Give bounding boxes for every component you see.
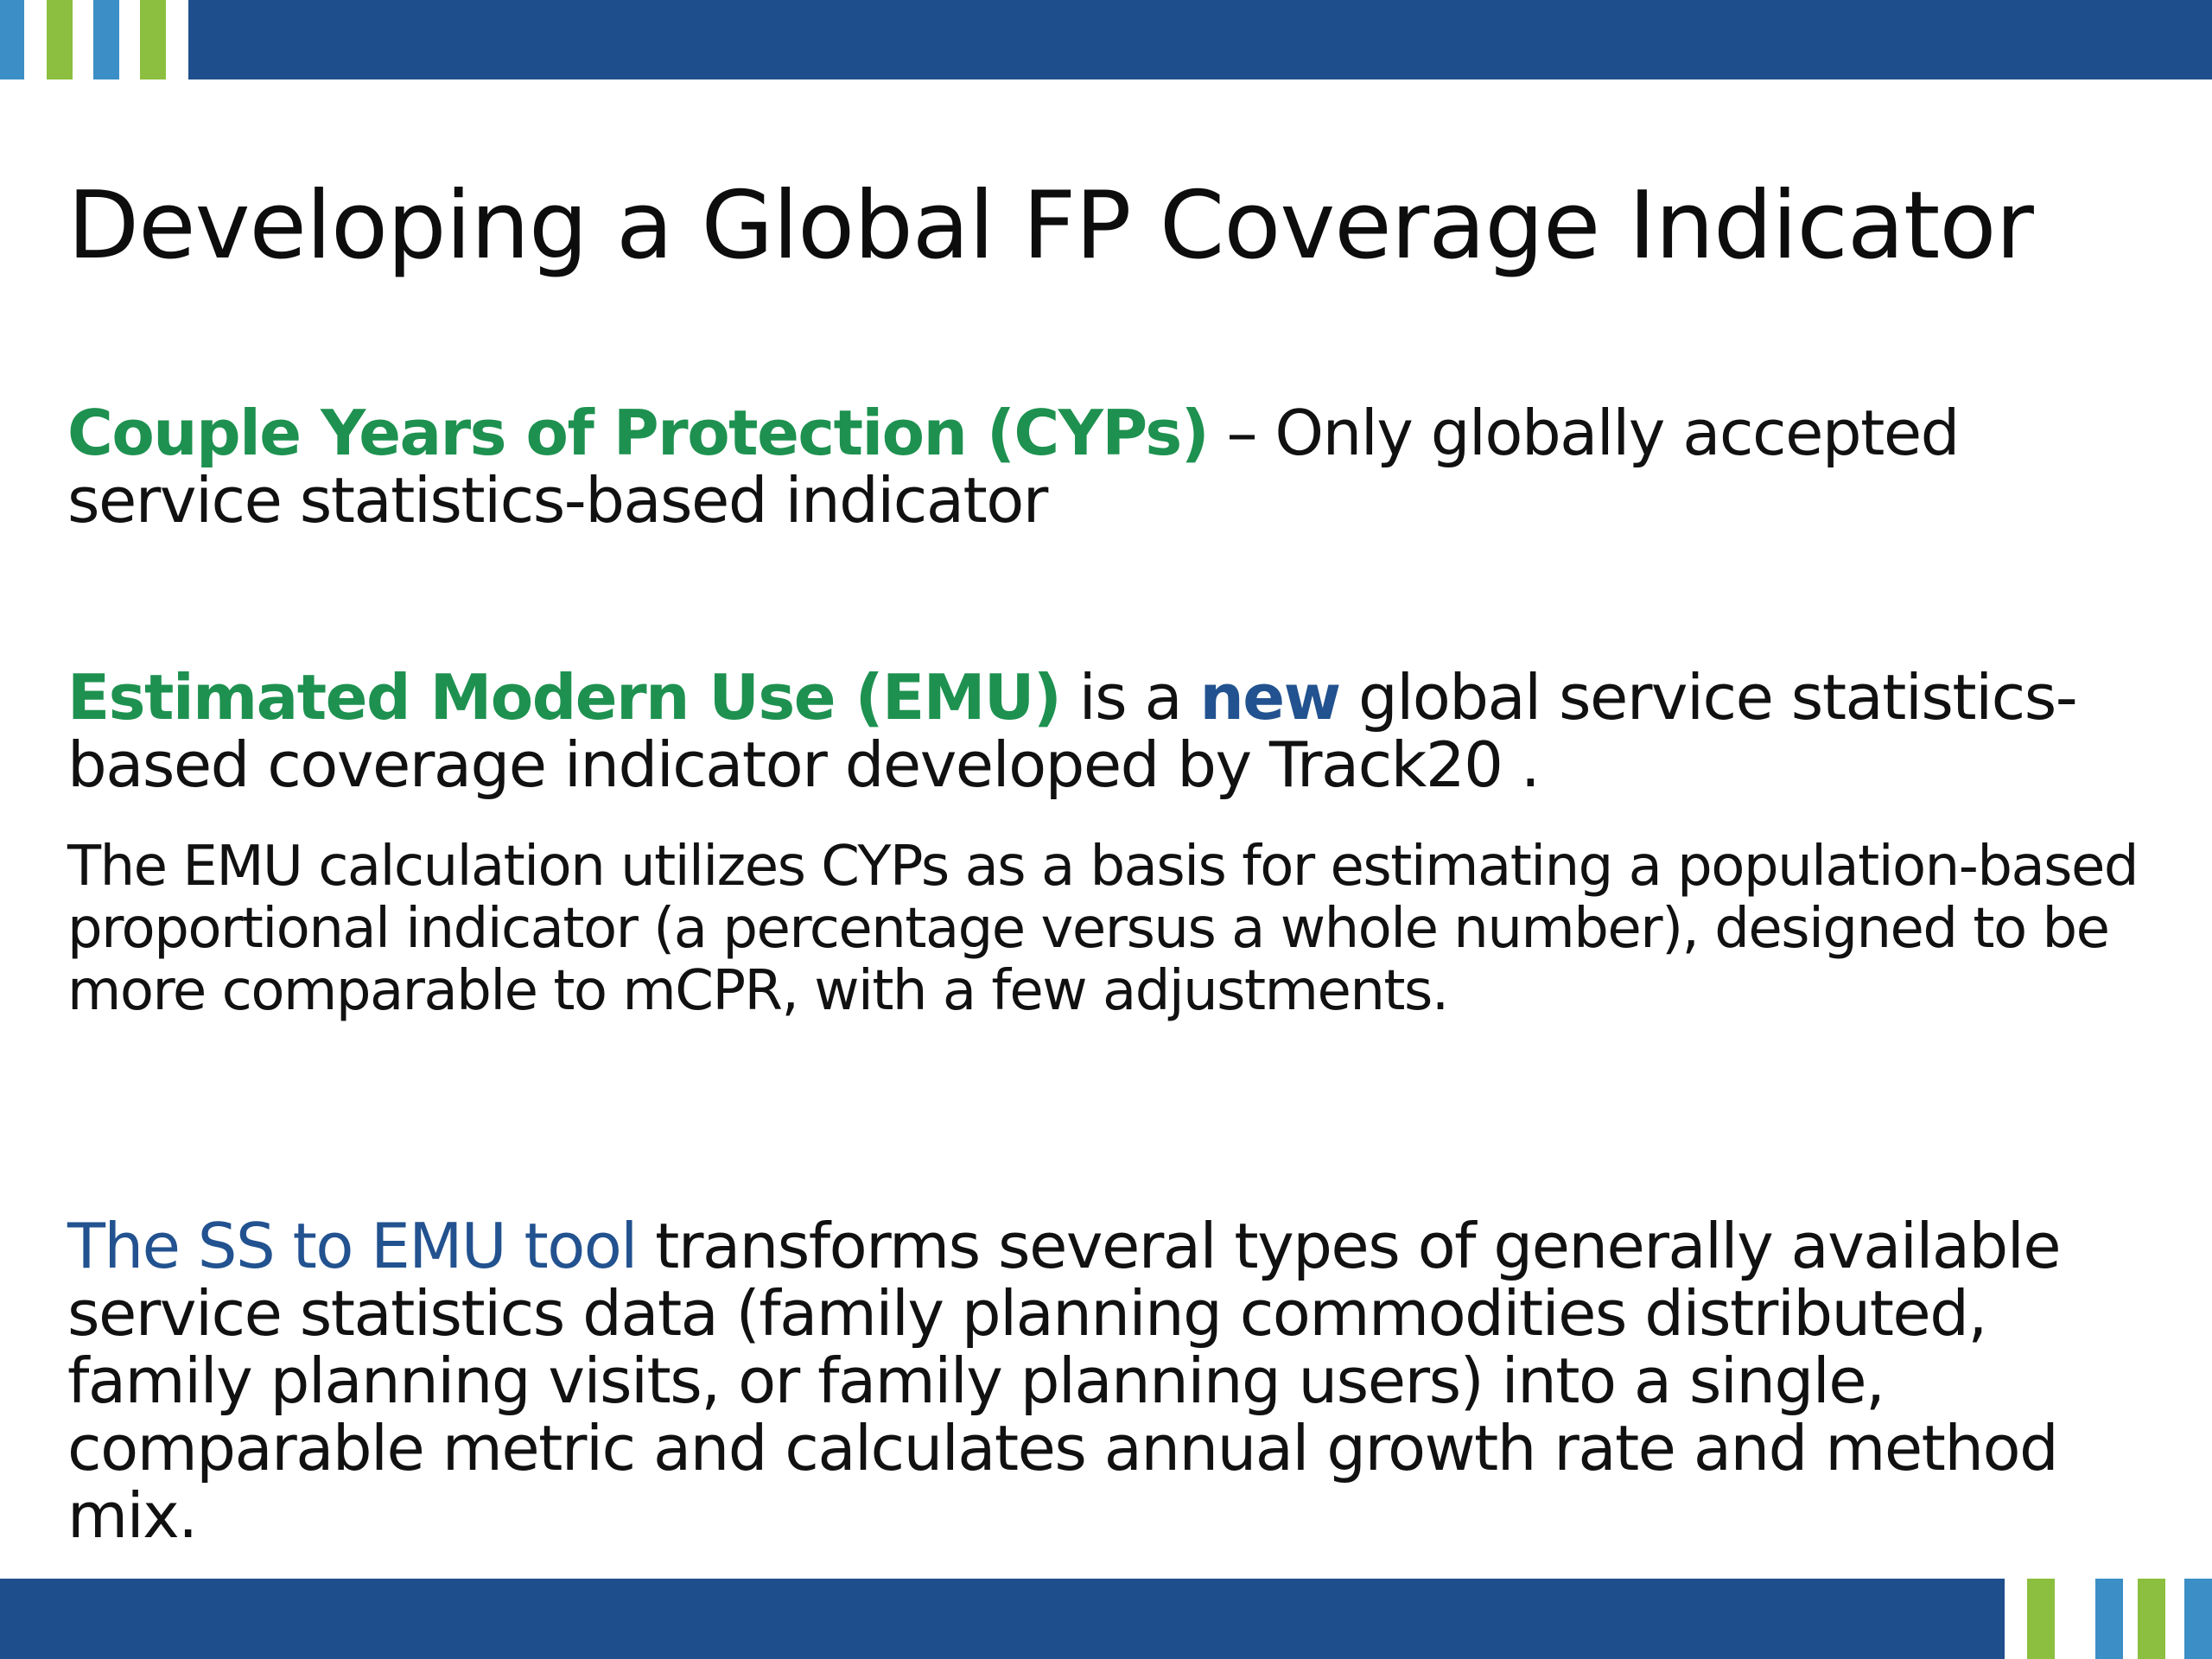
emu-text-start: is a	[1060, 661, 1200, 734]
tool-paragraph: The SS to EMU tool transforms several ty…	[67, 1212, 2158, 1549]
cyp-term: Couple Years of Protection (CYPs)	[67, 397, 1210, 469]
bottom-stripe-light-blue-2	[2184, 1579, 2212, 1659]
bottom-dark-blue-band	[0, 1579, 2005, 1659]
tool-description: transforms several types of generally av…	[67, 1210, 2062, 1552]
slide-title: Developing a Global FP Coverage Indicato…	[67, 172, 2034, 280]
top-decorative-bar	[0, 0, 2212, 79]
top-stripe-light-blue-1	[0, 0, 24, 79]
cyp-description: – Only globally accepted service statist…	[67, 397, 1960, 537]
bottom-decorative-bar	[0, 1579, 2212, 1659]
emu-text-end: global service statistics-based coverage…	[67, 661, 2078, 801]
emu-new-highlight: new	[1199, 661, 1342, 734]
tool-name: The SS to EMU tool	[67, 1210, 638, 1282]
top-dark-blue-band	[188, 0, 2212, 79]
emu-term: Estimated Modern Use (EMU)	[67, 661, 1062, 734]
top-stripe-green-2	[140, 0, 166, 79]
cyp-paragraph: Couple Years of Protection (CYPs) – Only…	[67, 399, 2158, 534]
bottom-stripe-green-2	[2138, 1579, 2165, 1659]
emu-paragraph: Estimated Modern Use (EMU) is a new glob…	[67, 664, 2158, 798]
top-stripe-green-1	[47, 0, 73, 79]
bottom-stripe-green-1	[2027, 1579, 2055, 1659]
emu-calculation-paragraph: The EMU calculation utilizes CYPs as a b…	[67, 835, 2139, 1023]
top-stripe-light-blue-2	[93, 0, 119, 79]
bottom-stripe-light-blue-1	[2095, 1579, 2123, 1659]
